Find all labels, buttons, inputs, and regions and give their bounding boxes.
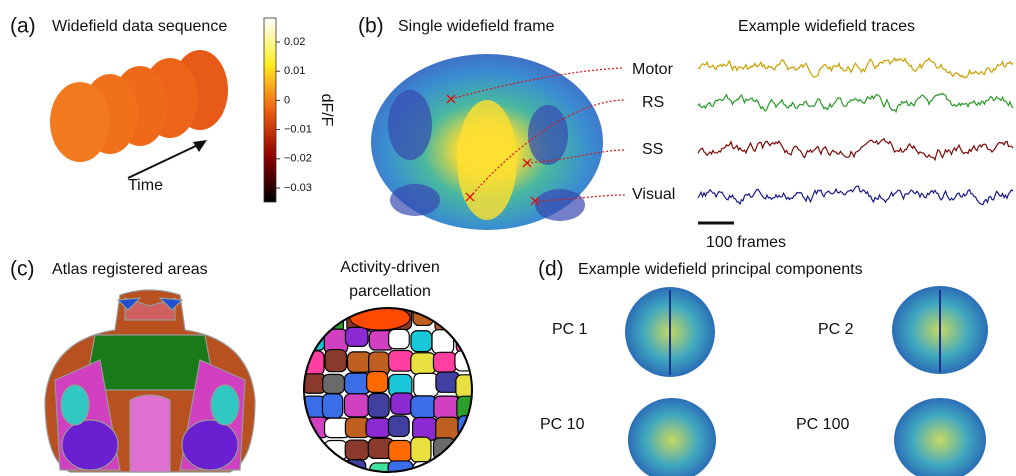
panel-label: (b) [358,15,384,38]
colorbar-tick-label: 0.01 [284,65,305,77]
panel-title: Single widefield frame [398,18,555,35]
parcel [454,459,475,476]
parcel [389,329,410,348]
parcel [366,418,390,437]
trace [698,58,1013,78]
parcel [391,393,414,414]
colorbar-tick-label: −0.02 [284,153,312,165]
parcel [414,373,439,396]
pc-images [625,286,988,476]
region-label: RS [642,94,664,111]
colorbar [264,18,276,202]
parcel [458,416,482,437]
widefield-frame [371,54,603,230]
panel-subtitle: Activity-driven [340,259,440,276]
parcel [433,352,456,372]
parcel [325,350,346,372]
parcel [455,308,479,333]
figure: (a) Widefield data sequence Time 0.020.0… [0,0,1016,476]
parcel [457,439,481,459]
parcel [344,394,369,417]
parcel [455,351,475,371]
panel-title: Widefield data sequence [52,18,227,35]
parcel [348,352,372,372]
colorbar-tick-label: −0.03 [284,182,312,194]
colorbar-tick-label: 0.02 [284,36,305,48]
parcel [345,440,369,460]
parcel [435,308,457,332]
trace [698,139,1013,160]
parcel [411,331,432,352]
trace [698,186,1013,205]
region-label: Visual [632,186,675,203]
parcel [411,437,431,462]
region-label: Motor [632,61,674,78]
traces [698,58,1013,205]
panel-label: (a) [10,15,36,38]
pc-label: PC 100 [796,416,849,433]
panel-label: (c) [10,258,35,281]
parcel [434,396,460,419]
panel-label: (d) [538,258,564,281]
parcel [323,374,345,393]
pc-label: PC 10 [540,416,585,433]
parcel [368,394,389,418]
parcel [389,351,414,372]
panel-title: Atlas registered areas [52,261,208,278]
colorbar-tick-label: −0.01 [284,124,312,136]
parcel [456,331,477,353]
region-label: SS [642,141,663,158]
parcel [303,440,324,461]
colorbar-ticks: 0.02 0.01 0 −0.01 −0.02 −0.03 [276,36,312,194]
parcel [345,327,368,346]
parcel [456,375,478,398]
parcel [303,459,323,476]
parcel [323,461,344,476]
parcel [322,394,342,418]
parcel [388,416,409,437]
colorbar-label: dF/F [318,94,335,127]
scale-bar-label: 100 frames [706,234,786,251]
parcellation [300,305,482,476]
parcel [411,396,437,418]
parcel [432,462,453,476]
pc-label: PC 2 [818,321,854,338]
panel-subtitle: parcellation [349,283,431,300]
parcel [432,330,454,354]
parcel [324,440,347,459]
panel-title: Example widefield principal components [578,261,863,278]
axis-label: Time [128,177,163,194]
parcel [389,440,412,461]
atlas [45,290,255,472]
parcel [300,306,324,325]
parcel [411,353,436,374]
parcel [367,371,388,392]
trace [698,93,1013,112]
traces-title: Example widefield traces [738,18,915,35]
colorbar-tick-label: 0 [284,94,290,106]
pc-label: PC 1 [552,321,588,338]
